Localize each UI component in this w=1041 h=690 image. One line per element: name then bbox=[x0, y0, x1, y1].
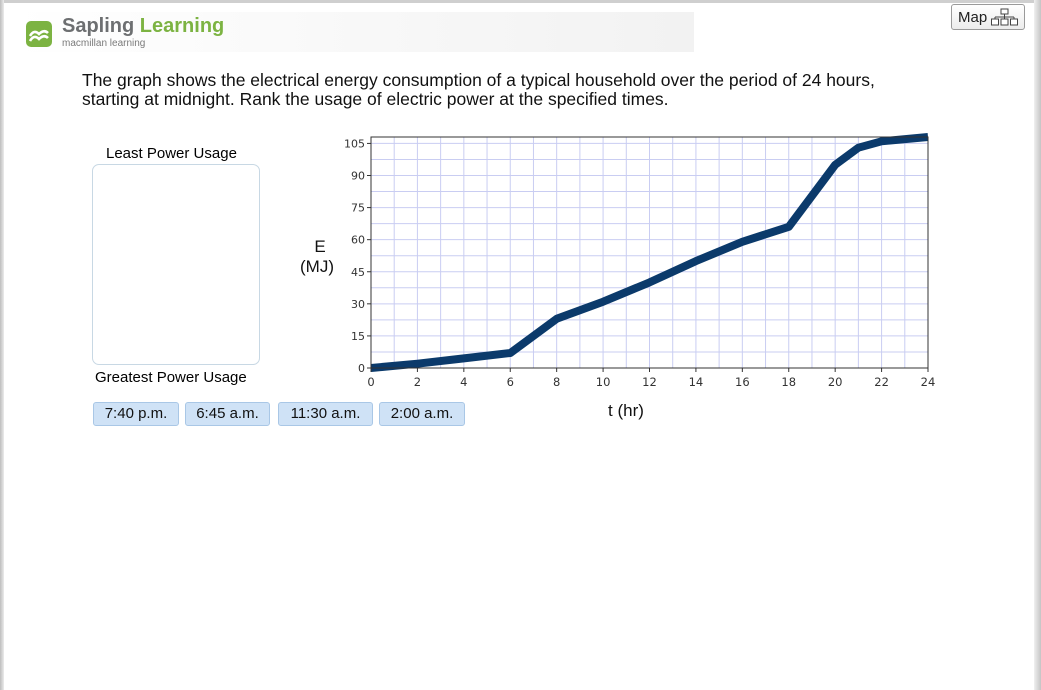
graph-grid bbox=[371, 137, 928, 368]
brand-word-learning: Learning bbox=[139, 15, 225, 37]
map-button[interactable]: Map bbox=[951, 4, 1025, 30]
choice-chip-2-00-am[interactable]: 2:00 a.m. bbox=[379, 402, 465, 426]
question-line-1: The graph shows the electrical energy co… bbox=[82, 70, 875, 90]
y-axis-label-symbol: E bbox=[314, 237, 325, 256]
greatest-power-label: Greatest Power Usage bbox=[95, 369, 247, 386]
x-tick-label: 6 bbox=[507, 375, 514, 389]
y-tick-label: 30 bbox=[351, 298, 365, 311]
choice-chip-7-40-pm[interactable]: 7:40 p.m. bbox=[93, 402, 179, 426]
energy-curve-line bbox=[370, 133, 929, 372]
brand-title: Sapling Learning bbox=[62, 15, 224, 38]
y-tick-label: 75 bbox=[351, 202, 365, 215]
graph-curve bbox=[370, 133, 929, 372]
x-tick-label: 12 bbox=[642, 375, 657, 389]
brand-subtitle: macmillan learning bbox=[62, 38, 146, 49]
x-tick-label: 20 bbox=[828, 375, 843, 389]
least-power-label: Least Power Usage bbox=[106, 145, 237, 162]
y-tick-label: 60 bbox=[351, 234, 365, 247]
choice-chip-6-45-am[interactable]: 6:45 a.m. bbox=[185, 402, 270, 426]
y-tick-label: 105 bbox=[344, 137, 365, 150]
x-tick-label: 22 bbox=[874, 375, 889, 389]
x-tick-label: 24 bbox=[921, 375, 936, 389]
header-band bbox=[14, 12, 694, 52]
x-tick-label: 18 bbox=[781, 375, 796, 389]
sitemap-icon bbox=[991, 8, 1019, 26]
ranking-drop-zone[interactable] bbox=[92, 164, 260, 365]
y-tick-label: 90 bbox=[351, 170, 365, 183]
x-tick-label: 2 bbox=[414, 375, 421, 389]
y-tick-label: 0 bbox=[358, 362, 365, 375]
x-tick-label: 4 bbox=[460, 375, 467, 389]
question-text: The graph shows the electrical energy co… bbox=[82, 71, 962, 109]
window-top-border bbox=[0, 0, 1041, 3]
y-tick-label: 45 bbox=[351, 266, 365, 279]
x-tick-label: 16 bbox=[735, 375, 750, 389]
window-right-scrollbar[interactable] bbox=[1034, 0, 1041, 690]
x-tick-label: 10 bbox=[596, 375, 611, 389]
y-axis-label-unit: (MJ) bbox=[300, 257, 334, 276]
y-tick-label: 15 bbox=[351, 330, 365, 343]
map-button-label: Map bbox=[958, 8, 988, 26]
question-line-2: starting at midnight. Rank the usage of … bbox=[82, 89, 669, 109]
sapling-logo-icon bbox=[26, 21, 52, 47]
window-left-border bbox=[0, 0, 4, 690]
x-tick-label: 8 bbox=[553, 375, 560, 389]
brand-word-sapling: Sapling bbox=[62, 15, 135, 37]
x-axis-label: t (hr) bbox=[608, 401, 644, 420]
choice-chip-11-30-am[interactable]: 11:30 a.m. bbox=[278, 402, 373, 426]
x-tick-label: 14 bbox=[689, 375, 704, 389]
x-tick-label: 0 bbox=[367, 375, 374, 389]
